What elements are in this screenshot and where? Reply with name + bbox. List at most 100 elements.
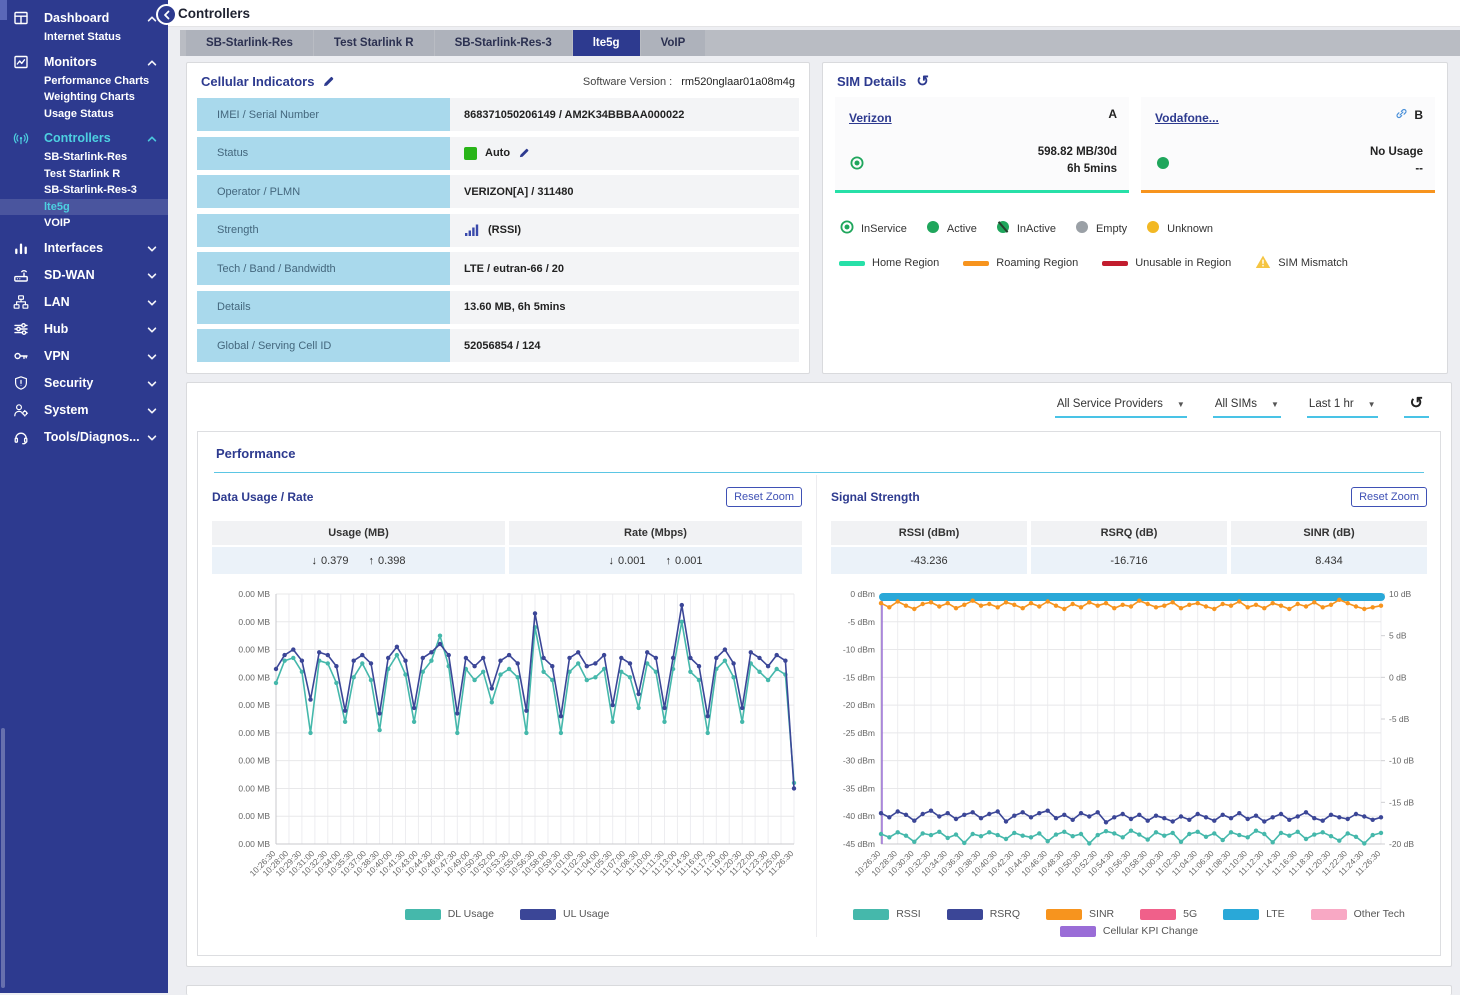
status-green-indicator — [464, 146, 477, 160]
sidebar-subitem-sb-starlink-res-3[interactable]: SB-Starlink-Res-3 — [44, 184, 137, 196]
cell-value-text: VERIZON[A] / 311480 — [464, 185, 574, 198]
legend-home-region: Home Region — [839, 257, 939, 269]
sidebar-item-security[interactable]: Security — [0, 372, 168, 394]
sidebar-item-dashboard[interactable]: Dashboard — [0, 7, 168, 29]
tab-sb-starlink-res-3[interactable]: SB-Starlink-Res-3 — [434, 30, 572, 56]
sidebar-item-sd-wan[interactable]: SD-WAN — [0, 264, 168, 286]
chevron-down-icon: ▼ — [1367, 399, 1376, 409]
tab-lte5g[interactable]: lte5g — [572, 30, 640, 56]
svg-text:-20 dBm: -20 dBm — [843, 700, 875, 710]
sim-usage: No Usage -- — [1369, 145, 1423, 175]
cell-value: (RSSI) — [450, 213, 799, 247]
sim-status-legend: InService Active InActive Empty Unknown — [839, 219, 1431, 238]
legend-color-chip — [520, 908, 556, 920]
sidebar-subitem-voip[interactable]: VOIP — [44, 217, 71, 229]
sim-carrier-link[interactable]: Verizon — [849, 111, 892, 125]
dashboard-icon — [12, 10, 29, 27]
software-version-label: Software Version : — [582, 75, 673, 88]
sidebar-item-interfaces[interactable]: Interfaces — [0, 237, 168, 259]
tab-sb-starlink-res[interactable]: SB-Starlink-Res — [186, 30, 313, 56]
cell-label: Status — [197, 136, 450, 170]
sidebar-group-tools-diagnos-: Tools/Diagnos... — [0, 426, 168, 448]
data-usage-reset-zoom-button[interactable]: Reset Zoom — [726, 487, 802, 507]
cellular-row-operator-plmn: Operator / PLMN VERIZON[A] / 311480 — [197, 175, 799, 208]
sidebar-item-lan[interactable]: LAN — [0, 291, 168, 313]
svg-text:0.00 MB: 0.00 MB — [238, 728, 270, 738]
sidebar-group-hub: Hub — [0, 318, 168, 340]
time-range-select[interactable]: Last 1 hr ▼ — [1306, 398, 1378, 418]
sidebar-item-controllers[interactable]: Controllers — [0, 127, 168, 149]
service-provider-value: All Service Providers — [1056, 398, 1163, 410]
signal-strength-chart[interactable]: 10:26:3010:28:3010:30:3010:32:3010:34:30… — [831, 586, 1427, 908]
region-color-bar — [1102, 260, 1129, 266]
sidebar-subitem-performance-charts[interactable]: Performance Charts — [44, 74, 150, 87]
sidebar-subitem-internet-status[interactable]: Internet Status — [44, 31, 122, 43]
stat-usage-mb-: Usage (MB) ↓ 0.379 ↑ 0.398 — [212, 521, 505, 574]
tools-icon — [12, 428, 29, 445]
sim-slot-label: B — [1395, 107, 1423, 123]
stat-rate-mbps-: Rate (Mbps) ↓ 0.001 ↑ 0.001 — [509, 521, 802, 574]
stat-sinr-db-: SINR (dB) 8.434 — [1231, 521, 1427, 574]
interfaces-icon — [12, 239, 29, 256]
legend-sim-mismatch: SIM Mismatch — [1255, 254, 1348, 272]
chevron-down-icon: ▼ — [1271, 399, 1279, 409]
charts-refresh-button[interactable]: ↺ — [1403, 393, 1429, 418]
controllers-icon — [12, 130, 29, 147]
link-icon — [1395, 107, 1408, 123]
unknown-icon — [1145, 219, 1161, 238]
cell-label: Global / Serving Cell ID — [197, 329, 450, 362]
sidebar-item-system[interactable]: System — [0, 399, 168, 421]
edit-pencil-icon[interactable] — [518, 147, 530, 159]
edit-pencil-icon[interactable] — [322, 75, 335, 88]
legend-unknown: Unknown — [1145, 219, 1213, 238]
sim-carrier-link[interactable]: Vodafone... — [1155, 111, 1219, 125]
sidebar-subitem-weighting-charts[interactable]: Weighting Charts — [44, 91, 135, 103]
chevron-down-icon — [144, 403, 158, 417]
sidebar-item-monitors[interactable]: Monitors — [0, 51, 168, 73]
lan-icon — [12, 293, 29, 310]
legend-color-chip — [1046, 908, 1083, 920]
svg-text:0.00 MB: 0.00 MB — [238, 645, 270, 655]
sim-refresh-icon[interactable]: ↺ — [916, 73, 929, 90]
stat-rssi-dbm-: RSSI (dBm) -43.236 — [831, 521, 1027, 574]
svg-text:0 dBm: 0 dBm — [850, 589, 875, 599]
legend-color-chip — [1310, 908, 1347, 920]
sim-cards: Verizon A 598.82 MB/30d 6h 5mins Vodafone...… — [835, 97, 1435, 193]
svg-text:-45 dBm: -45 dBm — [843, 839, 875, 849]
legend-active: Active — [925, 219, 977, 238]
legend-empty: Empty — [1074, 219, 1127, 238]
sidebar-scrollbar[interactable] — [1, 728, 5, 988]
chevron-up-icon — [144, 55, 158, 69]
sidebar-subitem-usage-status[interactable]: Usage Status — [44, 107, 114, 120]
sidebar-subitem-test-starlink-r[interactable]: Test Starlink R — [44, 167, 121, 180]
sidebar-subitem-sb-starlink-res[interactable]: SB-Starlink-Res — [44, 151, 128, 163]
legend-lte: LTE — [1223, 908, 1285, 920]
svg-text:-15 dBm: -15 dBm — [843, 672, 875, 682]
empty-icon — [1074, 219, 1090, 238]
signal-reset-zoom-button[interactable]: Reset Zoom — [1351, 487, 1427, 507]
cell-value-text: LTE / eutran-66 / 20 — [464, 262, 565, 275]
data-usage-chart[interactable]: 10:26:3010:28:0010:29:3010:31:0010:32:30… — [212, 586, 802, 908]
chevron-down-icon — [144, 349, 158, 363]
sidebar-subitem-lte5g[interactable]: lte5g — [0, 198, 168, 215]
sidebar-group-system: System — [0, 399, 168, 421]
signal-bars-icon — [465, 224, 479, 236]
svg-text:-5 dBm: -5 dBm — [848, 617, 875, 627]
svg-text:-15 dB: -15 dB — [1389, 797, 1414, 807]
sidebar-collapse-button[interactable] — [156, 4, 177, 25]
sidebar-item-hub[interactable]: Hub — [0, 318, 168, 340]
signal-strength-section: Signal Strength Reset Zoom RSSI (dBm) -43… — [816, 475, 1441, 937]
sidebar-item-vpn[interactable]: VPN — [0, 345, 168, 367]
sim-region-legend: Home Region Roaming Region Unusable in Reg… — [839, 254, 1431, 272]
tab-voip[interactable]: VoIP — [640, 30, 706, 56]
sidebar-item-tools-diagnos-[interactable]: Tools/Diagnos... — [0, 426, 168, 448]
performance-inner-panel: Performance Data Usage / Rate Reset Zoom… — [197, 431, 1441, 956]
cellular-row-strength: Strength (RSSI) — [197, 213, 799, 247]
legend-5g: 5G — [1140, 908, 1197, 920]
data-usage-stats: Usage (MB) ↓ 0.379 ↑ 0.398 Rate (Mbps) ↓ 0.001 ↑… — [212, 521, 802, 574]
svg-text:0.00 MB: 0.00 MB — [238, 811, 270, 821]
cellular-row-status: Status Auto — [197, 136, 799, 170]
sims-select[interactable]: All SIMs ▼ — [1212, 398, 1281, 418]
service-provider-select[interactable]: All Service Providers ▼ — [1054, 398, 1187, 418]
tab-test-starlink-r[interactable]: Test Starlink R — [313, 30, 434, 56]
